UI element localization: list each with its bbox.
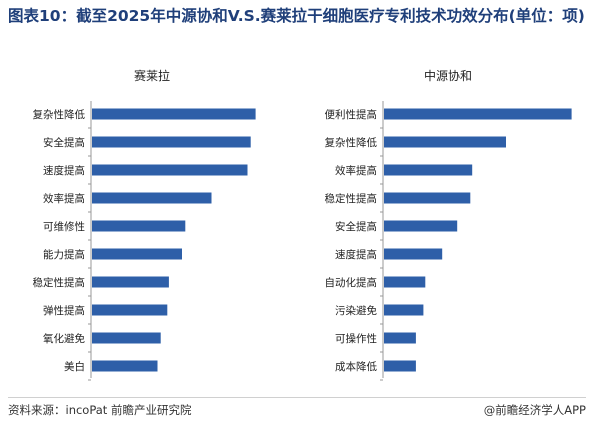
bar	[384, 332, 416, 344]
category-label: 氧化避免	[43, 332, 85, 345]
bar	[92, 304, 168, 316]
bar	[384, 304, 424, 316]
category-label: 效率提高	[43, 192, 85, 205]
panel-sailaila: 赛莱拉复杂性降低安全提高速度提高效率提高可维修性能力提高稳定性提高弹性提高氧化避…	[33, 68, 256, 381]
panel-title: 中源协和	[424, 68, 472, 83]
bar	[384, 136, 506, 148]
category-label: 速度提高	[335, 248, 377, 261]
source-note: 资料来源：incoPat 前瞻产业研究院	[8, 403, 192, 417]
bar	[92, 220, 186, 232]
chart-title: 图表10：截至2025年中源协和V.S.赛莱拉干细胞医疗专利技术功效分布(单位：…	[8, 7, 585, 25]
category-label: 弹性提高	[43, 304, 85, 317]
brand-credit: @前瞻经济学人APP	[483, 403, 586, 417]
category-label: 便利性提高	[325, 108, 378, 121]
category-label: 复杂性降低	[33, 108, 86, 121]
bar	[92, 164, 248, 176]
bar	[92, 332, 161, 344]
bar	[92, 276, 169, 288]
bar	[92, 108, 256, 120]
bar	[92, 136, 251, 148]
category-label: 稳定性提高	[325, 192, 378, 205]
footer-divider	[8, 397, 586, 398]
category-label: 复杂性降低	[325, 136, 378, 149]
bar	[384, 220, 458, 232]
category-label: 可操作性	[335, 332, 377, 345]
category-label: 成本降低	[335, 360, 377, 373]
category-label: 安全提高	[335, 220, 377, 233]
bar	[92, 360, 158, 372]
bar	[384, 248, 443, 260]
category-label: 可维修性	[43, 220, 85, 233]
category-label: 速度提高	[43, 164, 85, 177]
panel-zhongyuanxiehe: 中源协和便利性提高复杂性降低效率提高稳定性提高安全提高速度提高自动化提高污染避免…	[325, 68, 572, 381]
bar	[384, 276, 426, 288]
bar	[384, 164, 473, 176]
category-label: 能力提高	[43, 248, 85, 261]
category-label: 污染避免	[335, 304, 377, 317]
bar	[384, 192, 471, 204]
footer: 资料来源：incoPat 前瞻产业研究院 @前瞻经济学人APP	[8, 399, 586, 421]
bar	[92, 248, 182, 260]
category-label: 效率提高	[335, 164, 377, 177]
category-label: 稳定性提高	[33, 276, 86, 289]
bar	[92, 192, 212, 204]
category-label: 自动化提高	[325, 276, 378, 289]
bar	[384, 360, 416, 372]
category-label: 美白	[64, 360, 85, 373]
bar	[384, 108, 572, 120]
category-label: 安全提高	[43, 136, 85, 149]
panel-title: 赛莱拉	[134, 68, 170, 83]
